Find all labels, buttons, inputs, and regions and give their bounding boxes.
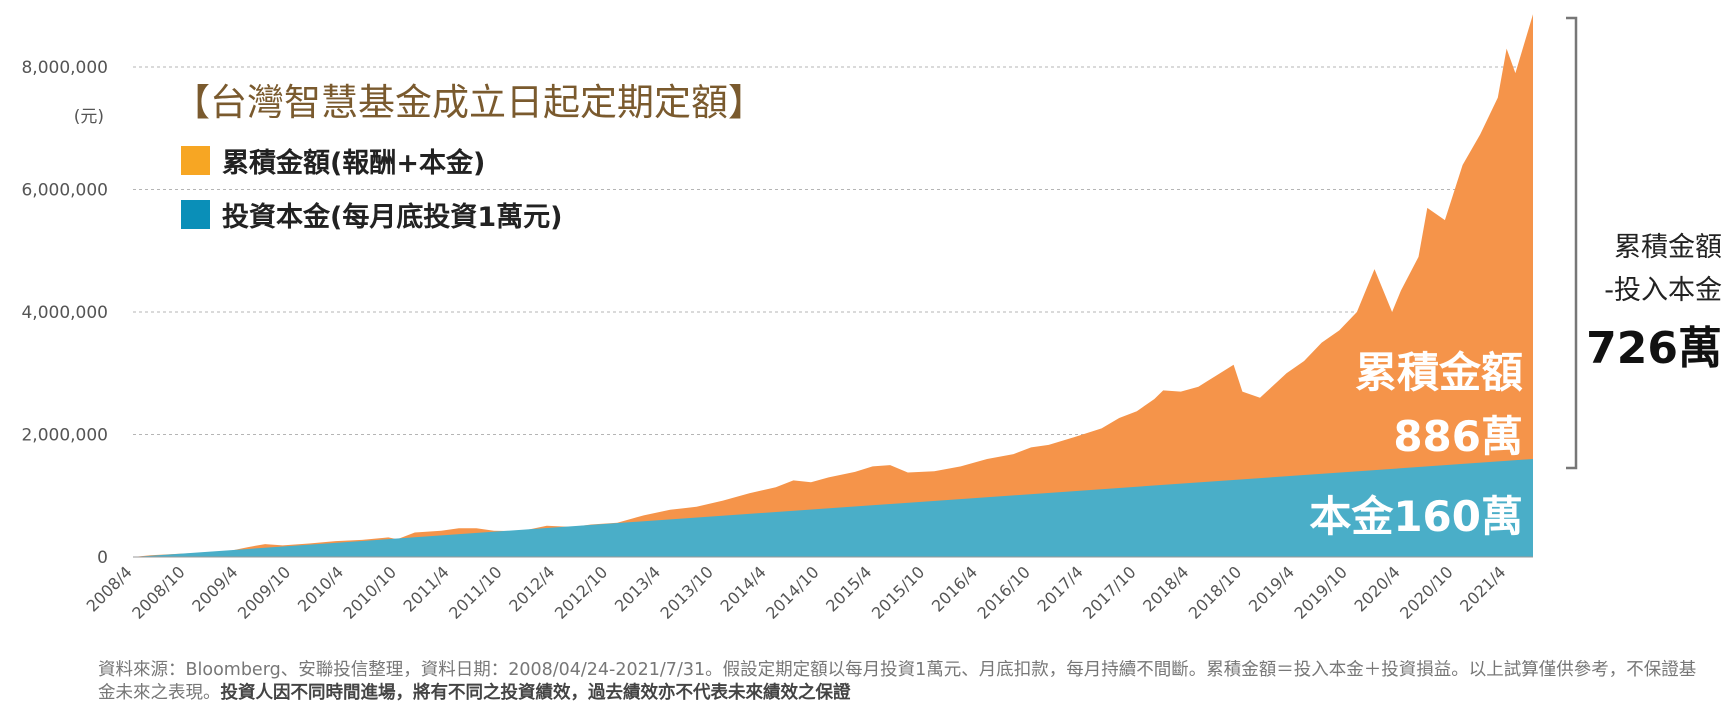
footnote-text: 資料來源：Bloomberg、安聯投信整理，資料日期：2008/04/24-20… [98,660,1697,703]
x-tick-label: 2019/10 [1290,562,1350,622]
x-tick-label: 2013/4 [611,562,664,615]
x-tick-label: 2009/10 [234,562,294,622]
x-tick-label: 2018/4 [1139,562,1192,615]
x-tick-label: 2015/10 [868,562,928,622]
x-tick-label: 2014/10 [762,562,822,622]
x-tick-label: 2016/4 [928,562,981,615]
y-tick-label: 2,000,000 [21,426,108,446]
difference-bracket [1566,16,1578,470]
x-tick-label: 2016/10 [974,562,1034,622]
legend-label-accumulated: 累積金額(報酬+本金) [222,147,485,179]
legend-swatch-principal [181,200,210,229]
y-tick-label: 8,000,000 [21,58,108,78]
accumulated-area [133,14,1533,558]
accumulated-label: 累積金額 [1355,348,1523,397]
x-tick-label: 2015/4 [822,562,875,615]
footnote: 資料來源：Bloomberg、安聯投信整理，資料日期：2008/04/24-20… [98,659,1698,705]
principal-area [133,459,1533,557]
x-tick-label: 2012/4 [505,562,558,615]
footnote-disclaimer: 投資人因不同時間進場，將有不同之投資績效，過去績效亦不代表未來績效之保證 [220,683,851,703]
difference-label-line2: -投入本金 [1604,275,1722,306]
legend-swatch-accumulated [181,146,210,175]
difference-label-line1: 累積金額 [1614,232,1722,263]
y-tick-label: 0 [97,548,108,568]
x-tick-label: 2020/10 [1396,562,1456,622]
x-tick-label: 2013/10 [657,562,717,622]
chart-title: 【台灣智慧基金成立日起定期定額】 [173,81,765,124]
x-tick-label: 2014/4 [717,562,770,615]
x-tick-label: 2010/4 [294,562,347,615]
accumulated-value: 886萬 [1393,412,1523,461]
x-tick-label: 2018/10 [1185,562,1245,622]
plot-areas [133,14,1533,558]
y-tick-label: 6,000,000 [21,181,108,201]
x-tick-label: 2008/4 [83,562,136,615]
x-tick-label: 2021/4 [1456,562,1509,615]
x-tick-label: 2017/4 [1034,562,1087,615]
x-tick-label: 2017/10 [1079,562,1139,622]
x-tick-label: 2010/10 [340,562,400,622]
chart: 0 2,000,000 4,000,000 6,000,000 8,000,000 (元… [21,14,1722,623]
y-axis: 0 2,000,000 4,000,000 6,000,000 8,000,000 [21,58,108,568]
principal-label: 本金160萬 [1309,492,1523,541]
y-tick-label: 4,000,000 [21,303,108,323]
difference-value: 726萬 [1586,323,1722,374]
x-tick-label: 2012/10 [551,562,611,622]
y-unit-label: (元) [74,107,104,127]
x-tick-label: 2011/10 [445,562,505,622]
legend-label-principal: 投資本金(每月底投資1萬元) [222,201,562,233]
x-tick-label: 2019/4 [1245,562,1298,615]
x-tick-label: 2009/4 [188,562,241,615]
x-tick-label: 2008/10 [128,562,188,622]
x-tick-label: 2020/4 [1351,562,1404,615]
x-tick-label: 2011/4 [400,562,453,615]
